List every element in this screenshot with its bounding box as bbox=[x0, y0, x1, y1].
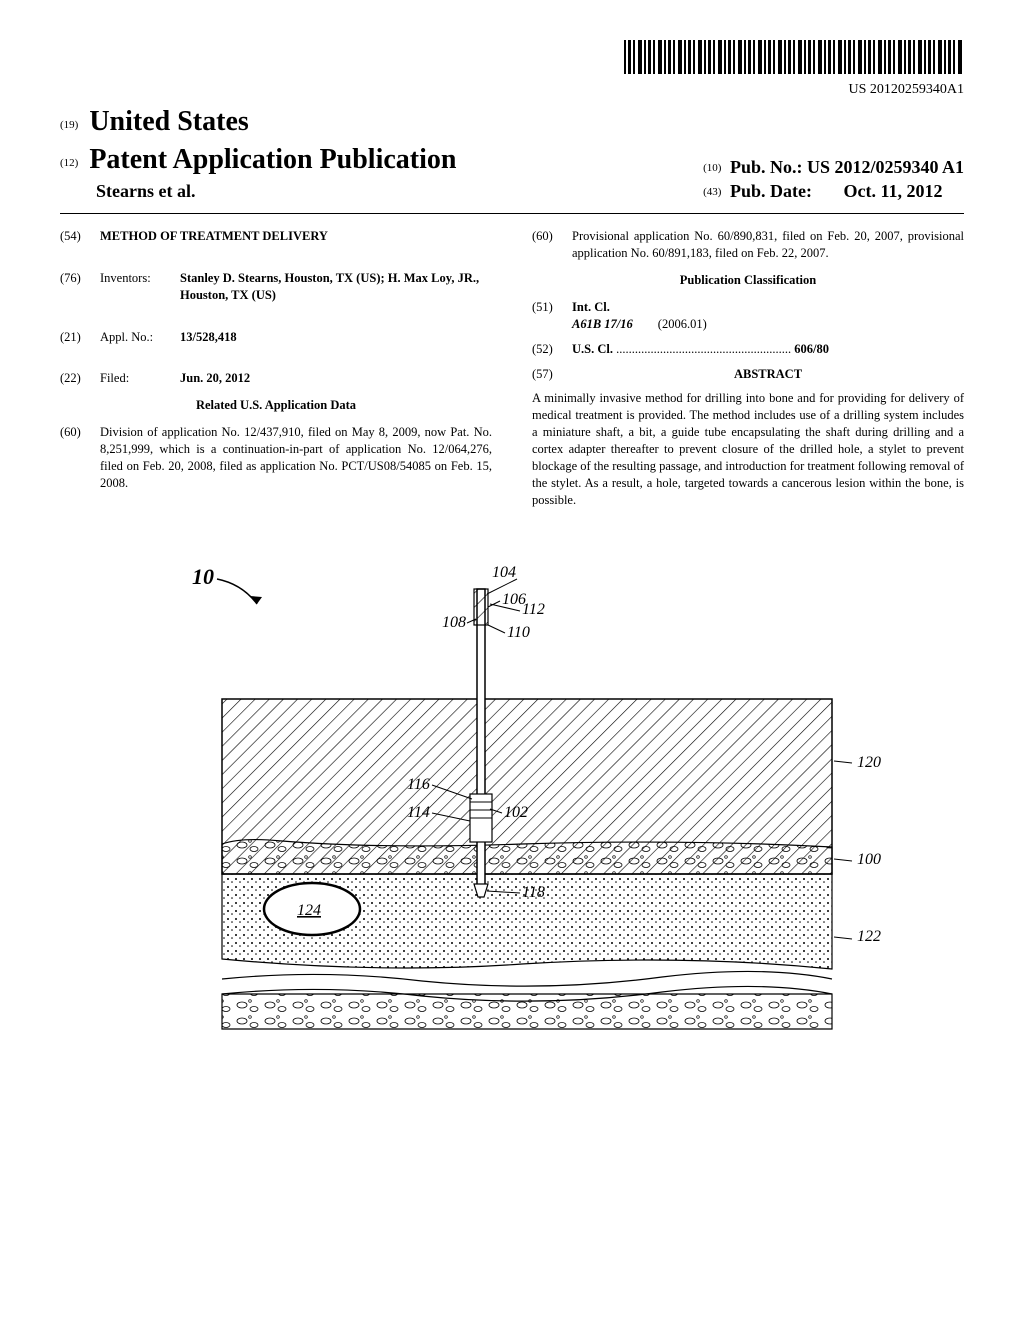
title-54: METHOD OF TREATMENT DELIVERY bbox=[100, 228, 328, 245]
label-118: 118 bbox=[522, 884, 545, 901]
code-22: (22) bbox=[60, 370, 100, 387]
label-22: Filed: bbox=[100, 370, 180, 387]
code-51: (51) bbox=[532, 299, 572, 333]
code-19: (19) bbox=[60, 119, 78, 131]
label-110: 110 bbox=[507, 624, 530, 641]
code-54: (54) bbox=[60, 228, 100, 245]
header-row: (19) United States (12) Patent Applicati… bbox=[60, 103, 964, 214]
code-60a: (60) bbox=[60, 424, 100, 492]
country: United States bbox=[89, 106, 248, 137]
label-124: 124 bbox=[297, 902, 321, 919]
pubdate-value: Oct. 11, 2012 bbox=[843, 181, 942, 201]
code-76: (76) bbox=[60, 270, 100, 304]
intcl-year: (2006.01) bbox=[658, 317, 707, 331]
applno: 13/528,418 bbox=[180, 329, 492, 346]
figure: 10 104 106 108 112 110 116 114 102 120 1… bbox=[60, 549, 964, 1069]
related-title: Related U.S. Application Data bbox=[60, 397, 492, 414]
code-52: (52) bbox=[532, 341, 572, 358]
intcl-label: Int. Cl. bbox=[572, 300, 610, 314]
code-12: (12) bbox=[60, 157, 78, 169]
pubno-value: US 2012/0259340 A1 bbox=[807, 157, 964, 177]
dots: ........................................… bbox=[616, 342, 794, 356]
inventors: Stanley D. Stearns, Houston, TX (US); H.… bbox=[180, 270, 492, 304]
label-10: 10 bbox=[192, 564, 214, 589]
label-112: 112 bbox=[522, 601, 545, 618]
code-10: (10) bbox=[703, 162, 721, 174]
label-122: 122 bbox=[857, 928, 881, 945]
code-21: (21) bbox=[60, 329, 100, 346]
label-120: 120 bbox=[857, 754, 881, 771]
left-column: (54) METHOD OF TREATMENT DELIVERY (76) I… bbox=[60, 228, 492, 518]
patent-figure-svg: 10 104 106 108 112 110 116 114 102 120 1… bbox=[122, 549, 902, 1069]
label-100: 100 bbox=[857, 851, 881, 868]
pubdate-label: Pub. Date: bbox=[730, 181, 812, 201]
label-108: 108 bbox=[442, 614, 466, 631]
header-right: (10) Pub. No.: US 2012/0259340 A1 (43) P… bbox=[703, 155, 964, 204]
barcode-pubno: US 20120259340A1 bbox=[60, 81, 964, 100]
header-left: (19) United States (12) Patent Applicati… bbox=[60, 103, 456, 203]
pubno-label: Pub. No.: bbox=[730, 157, 803, 177]
label-21: Appl. No.: bbox=[100, 329, 180, 346]
barcode bbox=[624, 40, 964, 74]
uscl-value: 606/80 bbox=[794, 342, 829, 356]
label-114: 114 bbox=[407, 804, 430, 821]
authors: Stearns et al. bbox=[96, 179, 456, 203]
code-60b: (60) bbox=[532, 228, 572, 262]
barcode-area: US 20120259340A1 bbox=[60, 40, 964, 99]
abstract-text: A minimally invasive method for drilling… bbox=[532, 390, 964, 508]
abstract-title: ABSTRACT bbox=[572, 366, 964, 383]
code-43: (43) bbox=[703, 186, 721, 198]
columns: (54) METHOD OF TREATMENT DELIVERY (76) I… bbox=[60, 228, 964, 518]
label-116: 116 bbox=[407, 776, 430, 793]
code-57: (57) bbox=[532, 366, 572, 383]
intcl-class: A61B 17/16 bbox=[572, 317, 633, 331]
label-104: 104 bbox=[492, 564, 516, 581]
related-text: Division of application No. 12/437,910, … bbox=[100, 424, 492, 492]
label-76: Inventors: bbox=[100, 270, 180, 304]
pubclass-title: Publication Classification bbox=[532, 272, 964, 289]
filed: Jun. 20, 2012 bbox=[180, 370, 492, 387]
right-column: (60) Provisional application No. 60/890,… bbox=[532, 228, 964, 518]
uscl-label: U.S. Cl. bbox=[572, 342, 613, 356]
label-102: 102 bbox=[504, 804, 528, 821]
pub-type: Patent Application Publication bbox=[89, 144, 456, 175]
provisional-text: Provisional application No. 60/890,831, … bbox=[572, 228, 964, 262]
